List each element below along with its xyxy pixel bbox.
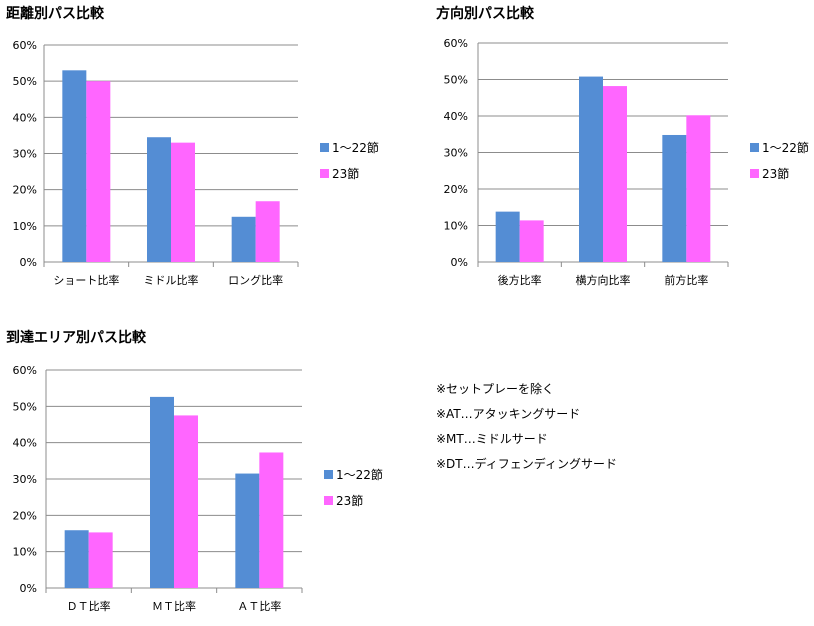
direction-category-label: 横方向比率 [576, 273, 631, 287]
chart-title-direction: 方向別パス比較 [436, 6, 534, 22]
distance-legend-swatch-series2 [320, 169, 329, 178]
note-mt: ※MT…ミドルサード [436, 432, 548, 446]
area-bar-series2 [259, 452, 284, 588]
notes-block: ※セットプレーを除く ※AT…アタッキングサード ※MT…ミドルサード ※DT…… [436, 377, 617, 477]
distance-bar-series1 [62, 70, 87, 262]
area-legend-swatch-series1 [324, 470, 333, 479]
direction-tick-label: 10% [444, 220, 468, 233]
note-at: ※AT…アタッキングサード [436, 407, 581, 421]
chart-title-area: 到達エリア別パス比較 [6, 330, 146, 346]
area-legend-label-series1: 1～22節 [336, 467, 383, 482]
area-tick-label: 30% [13, 473, 37, 486]
distance-bar-series2 [255, 201, 280, 262]
direction-category-label: 後方比率 [498, 273, 542, 287]
area-bar-series2 [88, 532, 113, 588]
chart-title-distance: 距離別パス比較 [6, 6, 104, 22]
distance-legend-label-series2: 23節 [332, 166, 359, 181]
distance-category-label: ミドル比率 [144, 273, 199, 287]
direction-tick-label: 30% [444, 147, 468, 160]
distance-tick-label: 50% [13, 75, 37, 88]
distance-tick-label: 30% [13, 148, 37, 161]
area-tick-label: 50% [13, 400, 37, 413]
distance-tick-label: 10% [13, 220, 37, 233]
direction-bar-series1 [579, 76, 603, 262]
area-tick-label: 0% [20, 582, 37, 595]
direction-tick-label: 20% [444, 183, 468, 196]
distance-category-label: ショート比率 [53, 273, 119, 287]
note-setplay: ※セットプレーを除く [436, 382, 555, 396]
distance-tick-label: 0% [20, 256, 37, 269]
area-bar-series1 [235, 473, 260, 588]
direction-legend-label-series1: 1～22節 [762, 140, 809, 155]
direction-bar-series1 [495, 211, 520, 262]
distance-category-label: ロング比率 [228, 273, 283, 287]
note-dt: ※DT…ディフェンディングサード [436, 457, 617, 471]
direction-tick-label: 50% [444, 74, 468, 87]
area-tick-label: 60% [13, 364, 37, 377]
distance-bar-series2 [171, 142, 195, 262]
direction-legend-swatch-series2 [750, 169, 759, 178]
direction-bar-series2 [603, 86, 627, 262]
area-bar-series1 [150, 396, 174, 588]
distance-tick-label: 20% [13, 184, 37, 197]
area-tick-label: 10% [13, 546, 37, 559]
direction-tick-label: 40% [444, 110, 468, 123]
area-bar-series1 [64, 530, 89, 588]
distance-bar-series1 [231, 216, 256, 262]
area-category-label: ＡＴ比率 [237, 599, 281, 613]
direction-bar-series2 [686, 115, 711, 263]
distance-tick-label: 40% [13, 111, 37, 124]
direction-legend-swatch-series1 [750, 143, 759, 152]
distance-legend-label-series1: 1～22節 [332, 140, 379, 155]
distance-tick-label: 60% [13, 39, 37, 52]
area-tick-label: 20% [13, 509, 37, 522]
direction-bar-series2 [519, 220, 544, 262]
distance-bar-series1 [147, 137, 171, 262]
area-legend-swatch-series2 [324, 496, 333, 505]
distance-legend-swatch-series1 [320, 143, 329, 152]
area-category-label: ＭＴ比率 [152, 599, 196, 613]
area-legend-label-series2: 23節 [336, 493, 363, 508]
direction-legend-label-series2: 23節 [762, 166, 789, 181]
area-bar-series2 [174, 415, 198, 588]
direction-tick-label: 0% [451, 256, 468, 269]
distance-bar-series2 [86, 81, 111, 263]
direction-category-label: 前方比率 [664, 273, 708, 287]
direction-bar-series1 [662, 134, 687, 262]
area-tick-label: 40% [13, 437, 37, 450]
direction-tick-label: 60% [444, 37, 468, 50]
area-category-label: ＤＴ比率 [67, 599, 111, 613]
